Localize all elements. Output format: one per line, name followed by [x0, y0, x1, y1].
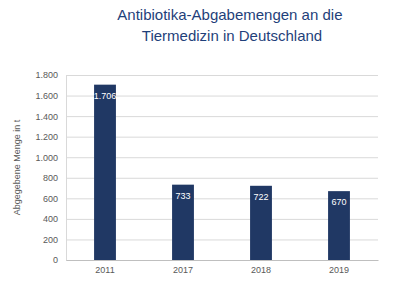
y-tick-label: 1.400 [35, 111, 58, 121]
y-tick: 400 [43, 214, 378, 224]
bar [250, 186, 272, 260]
plot: 0 200 400 600 800 1.000 1.200 1.400 1.600 1.800 20… [35, 70, 378, 275]
y-tick-label: 1.000 [35, 153, 58, 163]
y-tick: 1.000 [35, 153, 378, 163]
title-line: Tiermedizin in Deutschland [142, 27, 322, 44]
y-axis-line [67, 76, 379, 261]
bars [94, 85, 350, 260]
x-tick-label: 2011 [95, 265, 114, 275]
data-label: 1.706 [94, 91, 117, 101]
y-tick-label: 800 [43, 173, 58, 183]
data-labels: 1.706 733 722 670 [94, 91, 347, 207]
x-axis: 2011 2017 2018 2019 [67, 260, 379, 275]
y-tick-label: 400 [43, 214, 58, 224]
bar [94, 85, 116, 260]
title: Antibiotika-Abgabemengen an die Tiermedi… [117, 6, 346, 44]
y-tick-label: 1.600 [35, 91, 58, 101]
x-axis-line [67, 260, 379, 261]
y-axis: 0 200 400 600 800 1.000 1.200 1.400 1.600 1.800 [35, 70, 378, 265]
title-line: Antibiotika-Abgabemengen an die [117, 6, 346, 23]
y-tick: 200 [43, 235, 378, 245]
y-tick: 600 [43, 194, 378, 204]
grid-line [66, 260, 378, 261]
data-label: 733 [175, 191, 190, 201]
x-tick-label: 2017 [173, 265, 193, 275]
x-tick-label: 2018 [251, 265, 271, 275]
bar [328, 191, 350, 260]
y-tick: 1.600 [35, 91, 378, 101]
chart: Antibiotika-Abgabemengen an die Tiermedi… [0, 0, 400, 291]
y-tick: 1.200 [35, 132, 378, 142]
data-label: 670 [331, 197, 346, 207]
x-tick: 2019 [329, 260, 349, 275]
y-tick-label: 0 [53, 255, 58, 265]
x-tick: 2011 [95, 260, 114, 275]
bar [172, 185, 194, 260]
x-tick-label: 2019 [329, 265, 349, 275]
y-axis-title: Abgegebene Menge in t [12, 119, 22, 215]
x-tick: 2018 [251, 260, 271, 275]
y-tick: 800 [43, 173, 378, 183]
y-tick: 1.800 [35, 70, 378, 80]
y-tick-label: 600 [43, 194, 58, 204]
y-tick: 1.400 [35, 111, 378, 121]
y-tick-label: 1.800 [35, 70, 58, 80]
y-tick-label: 200 [43, 235, 58, 245]
grid-line [66, 75, 378, 76]
y-tick-label: 1.200 [35, 132, 58, 142]
data-label: 722 [253, 192, 268, 202]
x-tick: 2017 [173, 260, 193, 275]
